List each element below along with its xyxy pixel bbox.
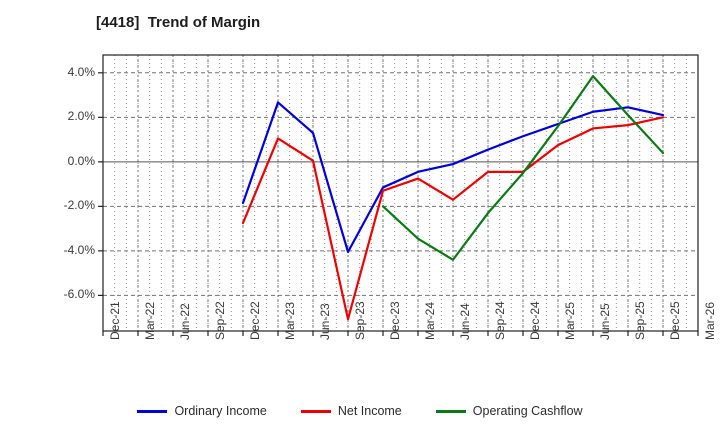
y-tick-label: 2.0% (67, 109, 95, 124)
legend-color-swatch (435, 409, 466, 413)
plot-border (102, 54, 699, 332)
x-tick-label: Dec-23 (388, 301, 402, 340)
y-tick-label: 4.0% (67, 64, 95, 79)
x-tick-label: Mar-22 (143, 301, 157, 340)
x-tick-label: Jun-23 (318, 303, 332, 340)
vertical-gridlines (137, 55, 664, 331)
chart-legend: Ordinary Income Net Income Operating Cashf… (0, 404, 720, 418)
x-tick-label: Sep-23 (353, 301, 367, 340)
series-line-net-income (241, 116, 665, 321)
x-tick-label: Jun-25 (598, 303, 612, 340)
x-tick-label: Sep-25 (633, 301, 647, 340)
x-tick-label: Mar-23 (283, 301, 297, 340)
legend-label: Operating Cashflow (472, 404, 583, 418)
x-tick-label: Jun-22 (178, 303, 192, 340)
legend-label: Ordinary Income (174, 404, 267, 418)
y-tick-marks (98, 72, 103, 296)
x-tick-label: Jun-24 (458, 303, 472, 340)
legend-item[interactable]: Operating Cashflow (435, 404, 583, 418)
plot-background (103, 55, 698, 331)
x-tick-label: Dec-24 (528, 301, 542, 340)
x-tick-label: Dec-21 (108, 301, 122, 340)
legend-color-swatch (137, 409, 168, 413)
y-tick-label: -2.0% (63, 198, 95, 213)
horizontal-gridlines (103, 72, 698, 296)
page-title: [4418] Trend of Margin (96, 14, 261, 31)
legend-label: Net Income (337, 404, 402, 418)
x-tick-marks (102, 331, 699, 336)
y-tick-label: -6.0% (63, 287, 95, 302)
y-tick-label: -4.0% (63, 242, 95, 257)
x-tick-label: Dec-25 (668, 301, 682, 340)
legend-item[interactable]: Net Income (300, 404, 402, 418)
x-tick-label: Sep-24 (493, 301, 507, 340)
x-tick-label: Dec-22 (248, 301, 262, 340)
x-tick-label: Mar-25 (563, 301, 577, 340)
x-tick-label: Sep-22 (213, 301, 227, 340)
x-tick-label: Mar-24 (423, 301, 437, 340)
y-tick-label: 0.0% (67, 153, 95, 168)
series-line-operating-cashflow (381, 75, 665, 261)
series-line-ordinary-income (241, 101, 665, 254)
legend-item[interactable]: Ordinary Income (137, 404, 267, 418)
x-tick-label: Mar-26 (703, 301, 717, 340)
legend-color-swatch (300, 409, 331, 413)
